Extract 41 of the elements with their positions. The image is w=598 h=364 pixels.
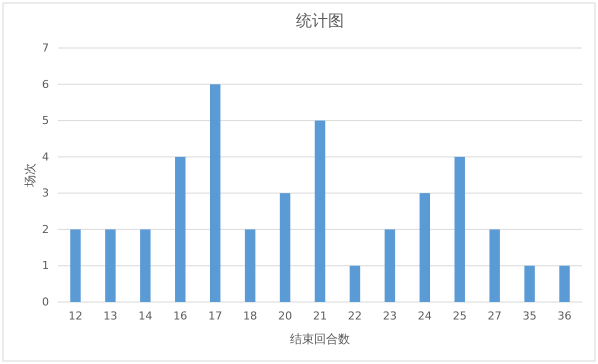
y-tick-label: 6 <box>42 78 49 91</box>
bar <box>559 266 570 302</box>
x-axis-title: 结束回合数 <box>290 332 350 346</box>
x-tick-label: 16 <box>173 309 188 322</box>
bar <box>524 266 535 302</box>
bar <box>244 229 256 302</box>
bar <box>314 120 326 302</box>
y-tick-label: 1 <box>42 259 49 272</box>
bar <box>350 266 360 302</box>
bar <box>175 156 186 302</box>
x-tick-label: 22 <box>348 309 362 322</box>
x-tick-label: 17 <box>208 309 222 322</box>
bar <box>70 229 81 302</box>
bar <box>454 156 465 302</box>
x-tick-label: 21 <box>313 309 327 322</box>
x-tick-label: 20 <box>278 309 292 322</box>
x-tick-label: 18 <box>243 309 258 322</box>
y-tick-label: 5 <box>42 114 49 128</box>
y-tick-label: 4 <box>42 150 49 164</box>
x-tick-label: 23 <box>382 309 397 322</box>
y-tick-label: 2 <box>42 222 49 236</box>
y-tick-label: 7 <box>42 42 49 55</box>
y-tick-label: 3 <box>42 186 49 200</box>
x-tick-label: 24 <box>418 309 432 322</box>
bar <box>210 84 220 302</box>
y-axis-title: 场次 <box>23 163 37 188</box>
bar <box>384 229 396 302</box>
x-tick-label: 35 <box>522 309 537 322</box>
bar <box>420 193 430 302</box>
bar <box>489 229 500 302</box>
x-tick-label: 36 <box>558 309 572 322</box>
x-tick-label: 13 <box>103 309 118 322</box>
x-tick-label: 12 <box>68 309 82 322</box>
x-tick-label: 25 <box>452 309 467 322</box>
bar <box>105 229 116 302</box>
x-tick-label: 27 <box>488 309 502 322</box>
x-tick-label: 14 <box>138 309 152 322</box>
bar <box>140 229 151 302</box>
chart-title: 统计图 <box>296 11 344 30</box>
bar <box>280 193 290 302</box>
y-tick-label: 0 <box>42 296 49 309</box>
